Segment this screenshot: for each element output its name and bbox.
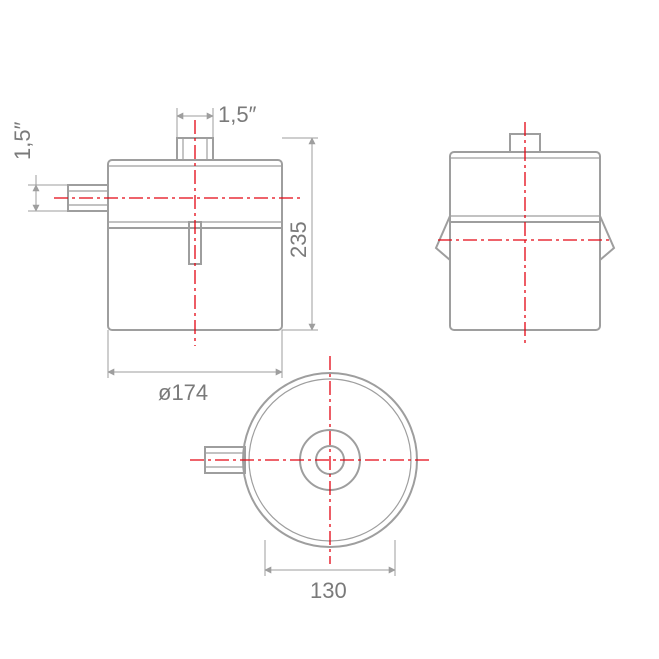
side-view — [436, 122, 614, 344]
dim-height: 235 — [286, 221, 311, 258]
dim-diameter: ø174 — [158, 380, 208, 405]
dim-side-port: 1,5″ — [10, 121, 35, 160]
front-view — [54, 120, 300, 346]
top-view — [190, 356, 432, 564]
front-view-dimensions: 235 ø174 1,5″ 1,5″ — [10, 102, 318, 405]
dim-plan-width: 130 — [310, 578, 347, 603]
dim-top-port: 1,5″ — [218, 102, 257, 127]
technical-drawing: 235 ø174 1,5″ 1,5″ — [0, 0, 659, 659]
